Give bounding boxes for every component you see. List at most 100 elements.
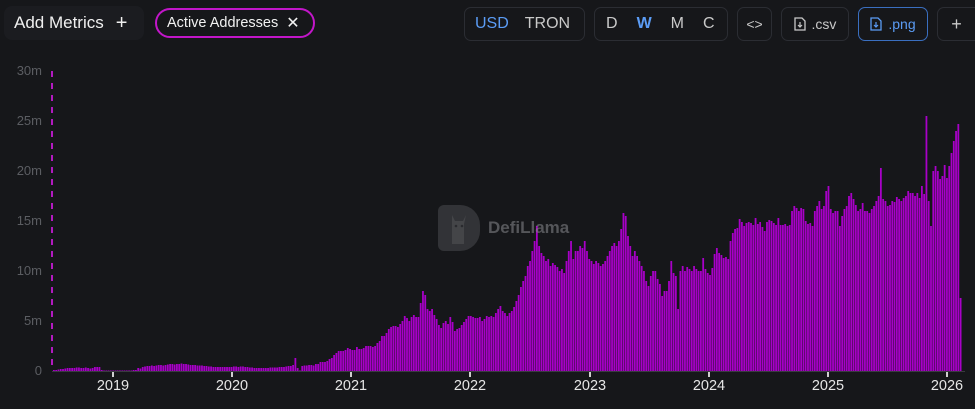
bar [895, 197, 898, 371]
bar [230, 367, 233, 371]
bar [911, 193, 914, 371]
bar [130, 370, 133, 371]
bar [385, 333, 388, 371]
granularity-month[interactable]: M [670, 15, 684, 32]
bar [501, 311, 504, 371]
bar [66, 368, 69, 371]
bar [879, 168, 882, 371]
download-csv-button[interactable]: .csv [781, 7, 849, 41]
metric-chip-label: Active Addresses [167, 15, 279, 31]
bar [431, 309, 433, 371]
bar [930, 226, 932, 371]
bar [574, 251, 577, 371]
bar [627, 236, 629, 371]
bar [383, 336, 386, 371]
bar [244, 367, 247, 371]
bar [497, 309, 500, 371]
bar [271, 367, 274, 371]
bar [490, 316, 493, 371]
bar [877, 196, 880, 371]
bar [173, 364, 176, 371]
bar [606, 256, 609, 371]
bar [761, 227, 764, 371]
bar [750, 223, 752, 371]
bar [700, 271, 702, 371]
bar [604, 261, 607, 371]
bar [795, 208, 798, 371]
denomination-tron[interactable]: TRON [524, 15, 571, 32]
bar [567, 251, 570, 371]
granularity-cumulative[interactable]: C [703, 15, 715, 32]
bar [406, 318, 408, 371]
bar [205, 366, 208, 371]
bar [506, 316, 509, 371]
bar [786, 226, 789, 371]
bar [823, 206, 825, 371]
bar [217, 367, 219, 371]
bar [144, 366, 146, 371]
bar [116, 370, 119, 371]
bar [818, 201, 821, 371]
bar [109, 370, 112, 371]
bar [485, 316, 488, 371]
bar [362, 348, 365, 371]
y-tick-30m: 30m [16, 63, 42, 78]
bar [845, 206, 848, 371]
bar [237, 367, 240, 371]
bar [857, 211, 859, 371]
bar [412, 315, 415, 371]
watermark-text: DefiLlama [488, 218, 570, 237]
bar [137, 368, 140, 371]
x-tick-2024: 2024 [692, 378, 726, 394]
bar [586, 251, 588, 371]
bar [622, 213, 625, 371]
bar [649, 276, 652, 371]
bar [403, 316, 406, 371]
llama-logo-icon [438, 205, 480, 251]
bar [103, 370, 105, 371]
bar [89, 368, 92, 371]
granularity-week[interactable]: W [636, 15, 652, 32]
bar [782, 225, 784, 371]
bar [807, 224, 809, 371]
bar [617, 241, 620, 371]
bar [201, 365, 203, 371]
metric-chip-active-addresses[interactable]: Active Addresses ✕ [155, 8, 315, 38]
bar [720, 255, 723, 371]
bar [850, 193, 853, 371]
bar [531, 251, 534, 371]
download-png-button[interactable]: .png [858, 7, 928, 41]
plus-icon: + [115, 11, 128, 34]
add-metrics-label: Add Metrics [14, 13, 104, 32]
bar [488, 317, 490, 371]
bar [551, 263, 554, 371]
bar [369, 346, 372, 371]
bar [797, 211, 800, 371]
bar [902, 198, 905, 371]
bar [276, 367, 279, 371]
bar [763, 231, 766, 371]
add-metrics-button[interactable]: Add Metrics + [4, 6, 144, 40]
bar [688, 269, 691, 371]
bar [861, 203, 864, 371]
granularity-day[interactable]: D [606, 15, 618, 32]
bar [305, 365, 308, 371]
embed-button[interactable]: <> [737, 7, 772, 41]
bar [834, 211, 837, 371]
bar [242, 366, 244, 371]
bar [549, 266, 552, 371]
bar [187, 364, 190, 371]
denomination-toggle: USD TRON [464, 7, 585, 41]
bar [410, 317, 413, 371]
more-options-button[interactable]: + [937, 7, 975, 41]
bar [64, 368, 67, 371]
bar [424, 295, 427, 371]
denomination-usd[interactable]: USD [475, 15, 509, 32]
close-icon[interactable]: ✕ [286, 15, 300, 32]
bar [435, 319, 438, 371]
bar [588, 259, 591, 371]
bar [358, 349, 361, 371]
bar [952, 141, 955, 371]
bar [367, 346, 370, 371]
